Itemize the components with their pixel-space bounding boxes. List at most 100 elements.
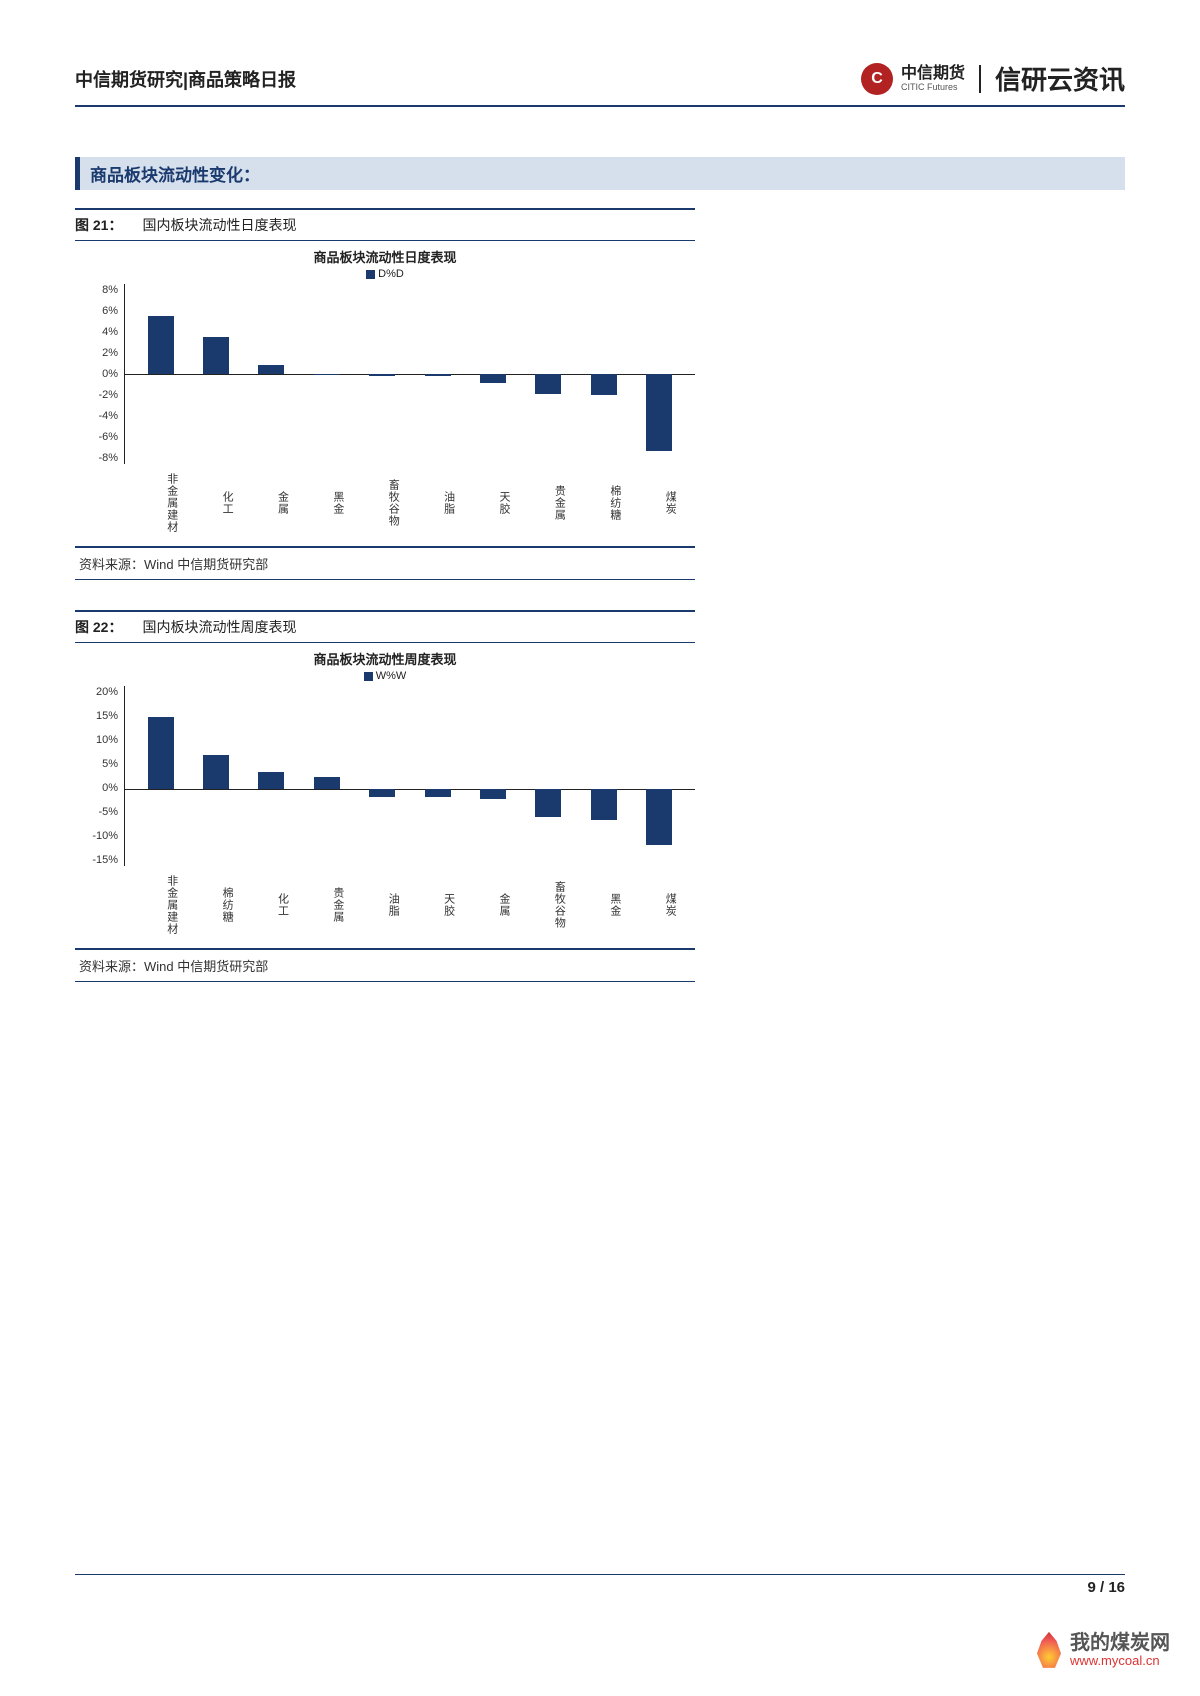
- bar-slot: [474, 686, 512, 866]
- figure-21-header: 图 21： 国内板块流动性日度表现: [75, 208, 695, 241]
- bar: [591, 789, 617, 820]
- bar-slot: [142, 686, 180, 866]
- y-tick: -2%: [98, 389, 118, 401]
- chart-22-yaxis: 20% 15% 10% 5% 0% -5% -10% -15%: [75, 686, 125, 866]
- y-tick: -10%: [92, 830, 118, 842]
- bar-slot: [363, 284, 401, 464]
- bar-slot: [308, 284, 346, 464]
- figure-22: 图 22： 国内板块流动性周度表现 商品板块流动性周度表现 W%W 20%15%…: [75, 610, 1125, 982]
- chart-21-title: 商品板块流动性日度表现: [75, 247, 695, 266]
- x-label: 金属: [252, 468, 290, 538]
- bar-slot: [529, 284, 567, 464]
- y-tick: -5%: [98, 806, 118, 818]
- bar: [480, 789, 506, 799]
- watermark-en: www.mycoal.cn: [1070, 1654, 1170, 1668]
- page-number: 9 / 16: [1087, 1579, 1125, 1596]
- bar: [480, 374, 506, 383]
- y-tick: -15%: [92, 854, 118, 866]
- bar: [425, 789, 451, 797]
- bar: [646, 789, 672, 846]
- y-tick: 20%: [96, 686, 118, 698]
- chart-21-area: 8%6%4%2%0%-2%-4%-6%-8%: [75, 284, 695, 464]
- x-label: 金属: [474, 870, 512, 940]
- chart-22-legend: W%W: [75, 670, 695, 682]
- x-label: 贵金属: [308, 870, 346, 940]
- bar: [646, 374, 672, 451]
- chart-21-yaxis: 8%6%4%2%0%-2%-4%-6%-8%: [75, 284, 125, 464]
- chart-22-plot: [125, 686, 695, 866]
- logo-text-main: 中信期货: [901, 66, 965, 82]
- x-label: 畜牧谷物: [529, 870, 567, 940]
- y-tick: -6%: [98, 431, 118, 443]
- x-label: 化工: [197, 468, 235, 538]
- figure-22-source: 资料来源：Wind 中信期货研究部: [75, 948, 695, 982]
- bar: [148, 316, 174, 375]
- x-label: 棉纺糖: [197, 870, 235, 940]
- chart-21: 商品板块流动性日度表现 D%D 8%6%4%2%0%-2%-4%-6%-8% 非…: [75, 247, 695, 538]
- bar-slot: [640, 686, 678, 866]
- x-label: 贵金属: [529, 468, 567, 538]
- y-tick: 15%: [96, 710, 118, 722]
- bar-slot: [419, 686, 457, 866]
- chart-22-legend-text: W%W: [376, 670, 407, 682]
- bar-slot: [640, 284, 678, 464]
- bar: [591, 374, 617, 395]
- bar-slot: [585, 284, 623, 464]
- x-label: 天胶: [419, 870, 457, 940]
- chart-21-bars: [125, 284, 695, 464]
- chart-21-legend: D%D: [75, 268, 695, 280]
- watermark: 我的煤炭网 www.mycoal.cn: [1034, 1632, 1170, 1668]
- figure-21-source: 资料来源：Wind 中信期货研究部: [75, 546, 695, 580]
- chart-21-plot: [125, 284, 695, 464]
- bar: [369, 374, 395, 376]
- bar: [314, 777, 340, 789]
- y-tick: 10%: [96, 734, 118, 746]
- figure-22-number: 图 22：: [75, 617, 122, 637]
- legend-swatch-icon: [364, 672, 373, 681]
- figure-22-header: 图 22： 国内板块流动性周度表现: [75, 610, 695, 643]
- bar-slot: [585, 686, 623, 866]
- figure-21: 图 21： 国内板块流动性日度表现 商品板块流动性日度表现 D%D 8%6%4%…: [75, 208, 1125, 580]
- figure-22-title: 国内板块流动性周度表现: [142, 617, 296, 637]
- x-label: 化工: [252, 870, 290, 940]
- bar-slot: [419, 284, 457, 464]
- y-tick: 6%: [102, 305, 118, 317]
- chart-22-bars: [125, 686, 695, 866]
- x-label: 油脂: [419, 468, 457, 538]
- chart-21-legend-text: D%D: [378, 268, 404, 280]
- logo-text-sub: CITIC Futures: [901, 82, 965, 92]
- x-label: 非金属建材: [142, 468, 180, 538]
- y-tick: 2%: [102, 347, 118, 359]
- bar-slot: [252, 284, 290, 464]
- bar-slot: [252, 686, 290, 866]
- logo-divider: [979, 65, 981, 93]
- section-title: 商品板块流动性变化：: [75, 157, 1125, 190]
- bar: [148, 717, 174, 789]
- chart-22: 商品板块流动性周度表现 W%W 20%15%10%5%0%-5%-10%-15%…: [75, 649, 695, 940]
- x-label: 黑金: [308, 468, 346, 538]
- bar-slot: [529, 686, 567, 866]
- bar-slot: [474, 284, 512, 464]
- y-tick: 4%: [102, 326, 118, 338]
- page-footer: 9 / 16: [75, 1574, 1125, 1596]
- y-tick: -8%: [98, 452, 118, 464]
- bar-slot: [308, 686, 346, 866]
- bar: [425, 374, 451, 376]
- bar: [535, 374, 561, 394]
- y-tick: 0%: [102, 782, 118, 794]
- bar-slot: [197, 686, 235, 866]
- x-label: 非金属建材: [142, 870, 180, 940]
- bar: [535, 789, 561, 817]
- x-label: 油脂: [363, 870, 401, 940]
- bar: [369, 789, 395, 797]
- figure-21-title: 国内板块流动性日度表现: [142, 215, 296, 235]
- logo-icon: C: [861, 63, 893, 95]
- y-tick: 5%: [102, 758, 118, 770]
- bar: [258, 772, 284, 788]
- bar-slot: [142, 284, 180, 464]
- flame-icon: [1034, 1632, 1064, 1668]
- bar: [203, 755, 229, 788]
- bar: [203, 337, 229, 374]
- logo-area: C 中信期货 CITIC Futures 信研云资讯: [861, 60, 1125, 97]
- x-label: 棉纺糖: [585, 468, 623, 538]
